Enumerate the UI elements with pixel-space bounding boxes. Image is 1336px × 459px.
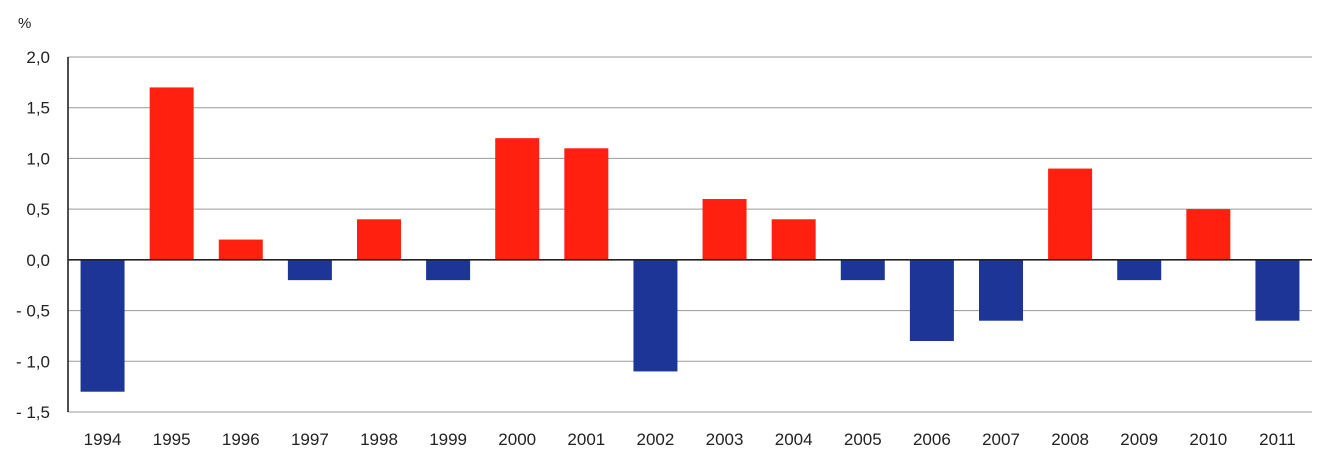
y-tick-label: - 0,5 — [16, 302, 50, 321]
x-tick-label: 2011 — [1259, 430, 1296, 449]
x-tick-label: 2006 — [913, 430, 951, 449]
y-tick-label: 1,5 — [26, 99, 50, 118]
x-tick-label: 1999 — [429, 430, 467, 449]
y-tick-label: 0,0 — [26, 251, 50, 270]
bar-2008 — [1048, 168, 1093, 260]
x-tick-label: 2001 — [567, 430, 605, 449]
x-tick-label: 2003 — [706, 430, 744, 449]
x-tick-label: 1998 — [360, 430, 398, 449]
y-tick-label: 1,0 — [26, 149, 50, 168]
x-tick-label: 1995 — [153, 430, 191, 449]
bar-2001 — [564, 148, 609, 260]
bar-2002 — [633, 259, 678, 372]
x-tick-label: 2007 — [982, 430, 1020, 449]
bar-2010 — [1186, 209, 1231, 260]
x-tick-label: 2008 — [1051, 430, 1089, 449]
x-tick-label: 2000 — [498, 430, 536, 449]
bar-1995 — [149, 87, 194, 260]
bar-1999 — [426, 259, 471, 281]
x-tick-label: 2009 — [1120, 430, 1158, 449]
bar-1998 — [357, 219, 401, 260]
bar-2000 — [495, 138, 540, 260]
x-tick-label: 2002 — [637, 430, 675, 449]
x-tick-label: 2010 — [1189, 430, 1227, 449]
bar-1997 — [287, 259, 332, 281]
x-axis-ticks: 1994 1995 1996 1997 1998 1999 2000 2001 2002 2003… — [84, 430, 1296, 449]
y-tick-label: 0,5 — [26, 200, 50, 219]
bar-2005 — [840, 259, 885, 281]
bar-1996 — [218, 239, 263, 260]
gridlines — [68, 56, 1312, 413]
bar-2003 — [702, 199, 747, 260]
bar-2004 — [771, 219, 816, 260]
bar-2007 — [979, 259, 1023, 321]
bar-2011 — [1255, 259, 1300, 321]
bars — [80, 87, 1300, 392]
bar-1994 — [80, 259, 125, 392]
x-tick-label: 1994 — [84, 430, 122, 449]
x-tick-label: 1996 — [222, 430, 260, 449]
bar-2006 — [909, 259, 954, 341]
y-axis-ticks: 2,0 1,5 1,0 0,5 0,0 - 0,5 - 1,0 - 1,5 — [16, 48, 50, 422]
y-tick-label: - 1,0 — [16, 352, 50, 371]
x-tick-label: 2004 — [775, 430, 813, 449]
y-tick-label: 2,0 — [26, 48, 50, 67]
y-tick-label: - 1,5 — [16, 403, 50, 422]
y-axis-unit-label: % — [18, 15, 31, 32]
x-tick-label: 2005 — [844, 430, 882, 449]
x-tick-label: 1997 — [291, 430, 329, 449]
bar-2009 — [1117, 259, 1162, 281]
